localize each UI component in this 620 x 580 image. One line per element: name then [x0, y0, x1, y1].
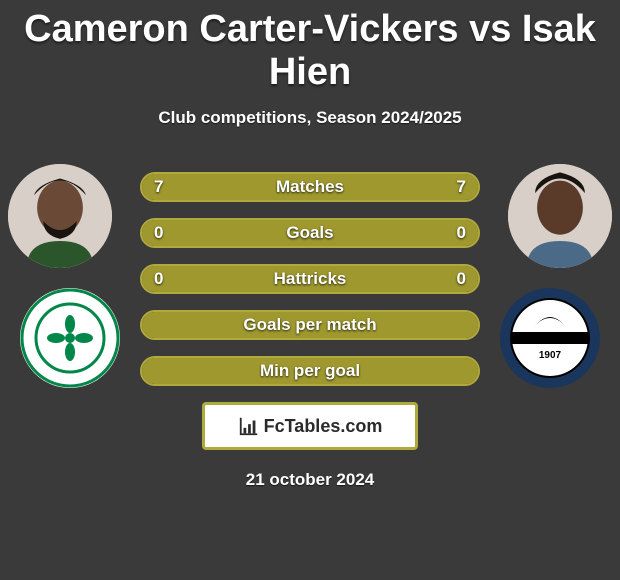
stat-fill-left [142, 358, 310, 384]
chart-icon [238, 415, 260, 437]
svg-text:1907: 1907 [539, 350, 562, 361]
stat-fill-left [142, 266, 310, 292]
stat-bars: Matches77Goals00Hattricks00Goals per mat… [140, 164, 480, 386]
stat-value-right: 0 [457, 266, 466, 292]
player-left-club-logo [20, 288, 120, 388]
face [537, 181, 583, 235]
stat-fill-right [310, 220, 478, 246]
stat-fill-right [310, 174, 478, 200]
stat-fill-right [310, 358, 478, 384]
subtitle: Club competitions, Season 2024/2025 [0, 108, 620, 128]
stat-fill-left [142, 174, 310, 200]
stat-row: Goals per match [140, 310, 480, 340]
player-left-avatar [8, 164, 112, 268]
stat-value-left: 7 [154, 174, 163, 200]
page-title: Cameron Carter-Vickers vs Isak Hien [0, 0, 620, 94]
stat-row: Hattricks00 [140, 264, 480, 294]
player-right-avatar [508, 164, 612, 268]
stat-row: Min per goal [140, 356, 480, 386]
stat-fill-right [310, 266, 478, 292]
stat-value-right: 7 [457, 174, 466, 200]
stat-value-right: 0 [457, 220, 466, 246]
stat-row: Goals00 [140, 218, 480, 248]
stat-row: Matches77 [140, 172, 480, 202]
stat-fill-left [142, 220, 310, 246]
stat-value-left: 0 [154, 220, 163, 246]
stat-fill-left [142, 312, 310, 338]
comparison-panel: 1907 Matches77Goals00Hattricks00Goals pe… [0, 164, 620, 490]
brand-box: FcTables.com [202, 402, 418, 450]
stat-fill-right [310, 312, 478, 338]
brand-label: FcTables.com [264, 416, 383, 437]
player-right-club-logo: 1907 [500, 288, 600, 388]
face [37, 181, 83, 235]
date-label: 21 october 2024 [0, 470, 620, 490]
stat-value-left: 0 [154, 266, 163, 292]
